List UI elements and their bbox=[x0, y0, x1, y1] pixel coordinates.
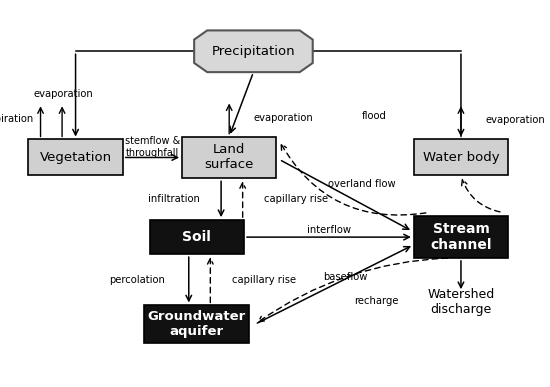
Text: baseflow: baseflow bbox=[323, 272, 367, 282]
Text: transpiration: transpiration bbox=[0, 114, 34, 123]
Text: Land
surface: Land surface bbox=[205, 144, 254, 171]
Text: interflow: interflow bbox=[307, 225, 351, 235]
Text: evaporation: evaporation bbox=[485, 115, 545, 125]
Text: flood: flood bbox=[361, 111, 387, 121]
Text: evaporation: evaporation bbox=[254, 113, 313, 123]
Text: Groundwater
aquifer: Groundwater aquifer bbox=[148, 310, 246, 338]
Text: Precipitation: Precipitation bbox=[212, 45, 295, 58]
FancyBboxPatch shape bbox=[144, 305, 249, 343]
Text: capillary rise: capillary rise bbox=[232, 275, 296, 285]
FancyBboxPatch shape bbox=[414, 139, 508, 175]
Text: infiltration: infiltration bbox=[147, 194, 200, 204]
Polygon shape bbox=[194, 31, 313, 72]
Text: evaporation: evaporation bbox=[34, 89, 93, 99]
FancyBboxPatch shape bbox=[29, 139, 123, 175]
Text: overland flow: overland flow bbox=[328, 179, 396, 189]
Text: recharge: recharge bbox=[355, 296, 399, 306]
Text: Vegetation: Vegetation bbox=[40, 151, 112, 164]
Text: Watershed
discharge: Watershed discharge bbox=[427, 288, 494, 315]
Text: Soil: Soil bbox=[183, 230, 211, 244]
FancyBboxPatch shape bbox=[150, 220, 244, 254]
FancyBboxPatch shape bbox=[182, 137, 276, 178]
Text: Water body: Water body bbox=[422, 151, 499, 164]
Text: capillary rise: capillary rise bbox=[264, 194, 328, 204]
Text: Stream
channel: Stream channel bbox=[430, 222, 492, 252]
FancyBboxPatch shape bbox=[414, 216, 508, 258]
Text: stemflow &
throughfall: stemflow & throughfall bbox=[125, 136, 180, 158]
Text: percolation: percolation bbox=[109, 275, 164, 285]
